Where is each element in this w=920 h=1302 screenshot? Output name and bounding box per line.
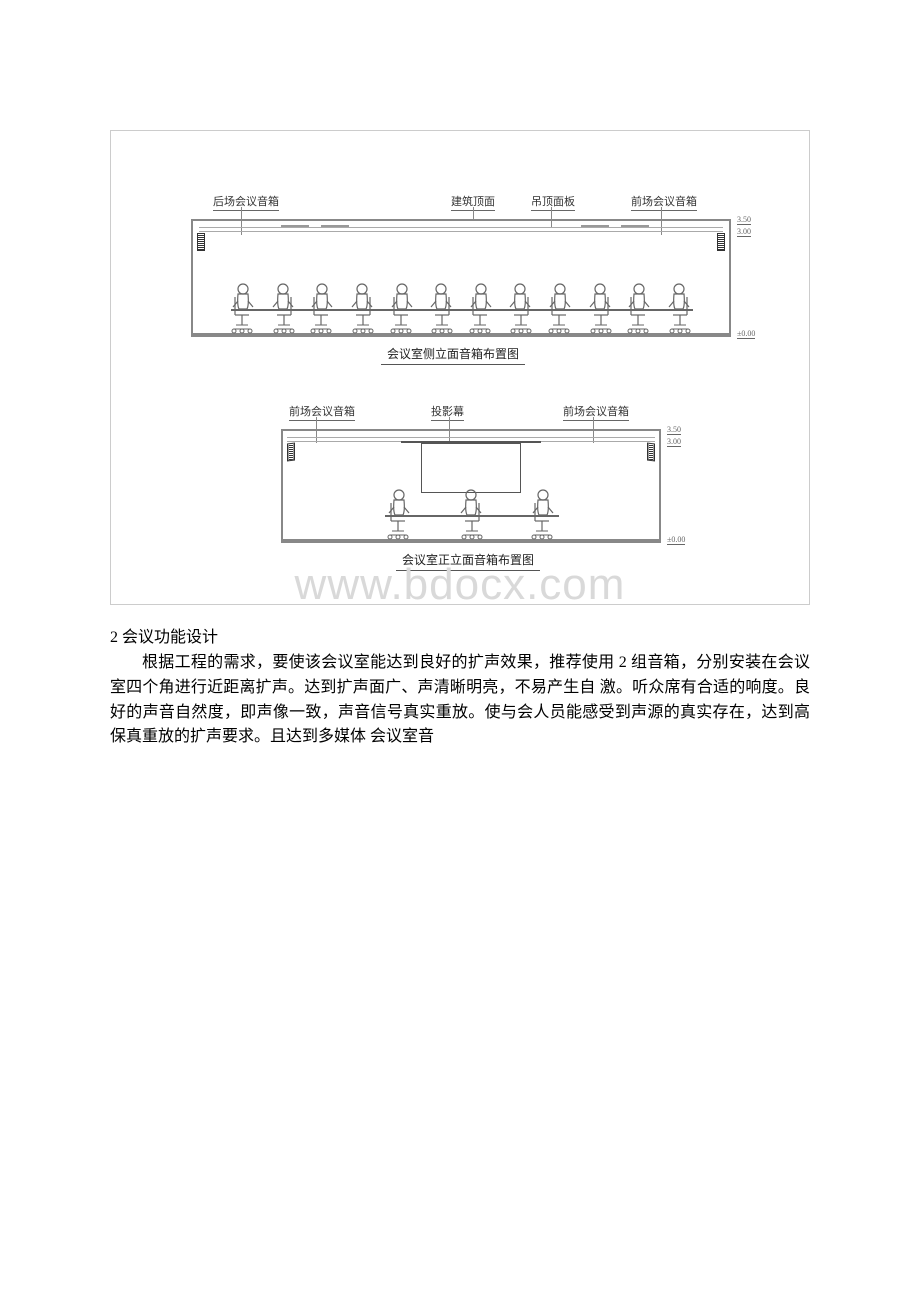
seated-person-icon [384, 281, 420, 335]
label-rear-speaker: 后场会议音箱 [213, 193, 279, 211]
people-row [225, 281, 697, 335]
seated-person-icon [265, 281, 301, 335]
dim-panel: 3.00 [737, 227, 751, 237]
front-right-speaker-icon [647, 442, 655, 461]
body-paragraph: 根据工程的需求，要使该会议室能达到良好的扩声效果，推荐使用 2 组音箱，分别安装… [110, 651, 810, 750]
label-front-speaker: 前场会议音箱 [631, 193, 697, 211]
seated-person-icon [525, 487, 561, 541]
projection-screen [421, 443, 521, 493]
front-left-speaker-icon [287, 442, 295, 461]
ceiling-slot [281, 225, 309, 227]
seated-person-icon [453, 487, 489, 541]
caption-side: 会议室侧立面音箱布置图 [381, 345, 525, 365]
seated-person-icon [463, 281, 499, 335]
document-page: 后场会议音箱 建筑顶面 吊顶面板 前场会议音箱 3.50 [0, 0, 920, 810]
seated-person-icon [542, 281, 578, 335]
seated-person-icon [381, 487, 417, 541]
label-projector: 投影幕 [431, 403, 464, 421]
dim-panel: 3.00 [667, 437, 681, 447]
ceiling-slot [581, 225, 609, 227]
seated-person-icon [621, 281, 657, 335]
seated-person-icon [423, 281, 459, 335]
front-speaker-icon [717, 233, 725, 251]
seated-person-icon [582, 281, 618, 335]
seated-person-icon [661, 281, 697, 335]
dim-floor: ±0.00 [667, 535, 685, 545]
table-line [385, 515, 559, 517]
caption-front: 会议室正立面音箱布置图 [396, 551, 540, 571]
leader-line [473, 207, 474, 219]
label-right-speaker: 前场会议音箱 [563, 403, 629, 421]
label-panel: 吊顶面板 [531, 193, 575, 211]
side-elevation-diagram: 后场会议音箱 建筑顶面 吊顶面板 前场会议音箱 3.50 [191, 193, 731, 358]
dim-top: 3.50 [737, 215, 751, 225]
ceiling-slot [621, 225, 649, 227]
seated-person-icon [344, 281, 380, 335]
figure-frame: 后场会议音箱 建筑顶面 吊顶面板 前场会议音箱 3.50 [110, 130, 810, 605]
seated-person-icon [225, 281, 261, 335]
seated-person-icon [502, 281, 538, 335]
people-row [381, 487, 561, 541]
dim-top: 3.50 [667, 425, 681, 435]
ceiling-panel [199, 227, 723, 232]
section-heading: 2 会议功能设计 [110, 623, 810, 647]
label-left-speaker: 前场会议音箱 [289, 403, 355, 421]
dim-floor: ±0.00 [737, 329, 755, 339]
ceiling-slot [321, 225, 349, 227]
table-line [231, 309, 693, 311]
rear-speaker-icon [197, 233, 205, 251]
front-elevation-diagram: 前场会议音箱 投影幕 前场会议音箱 3.50 3.00 ±0.00 [281, 403, 661, 568]
seated-person-icon [304, 281, 340, 335]
